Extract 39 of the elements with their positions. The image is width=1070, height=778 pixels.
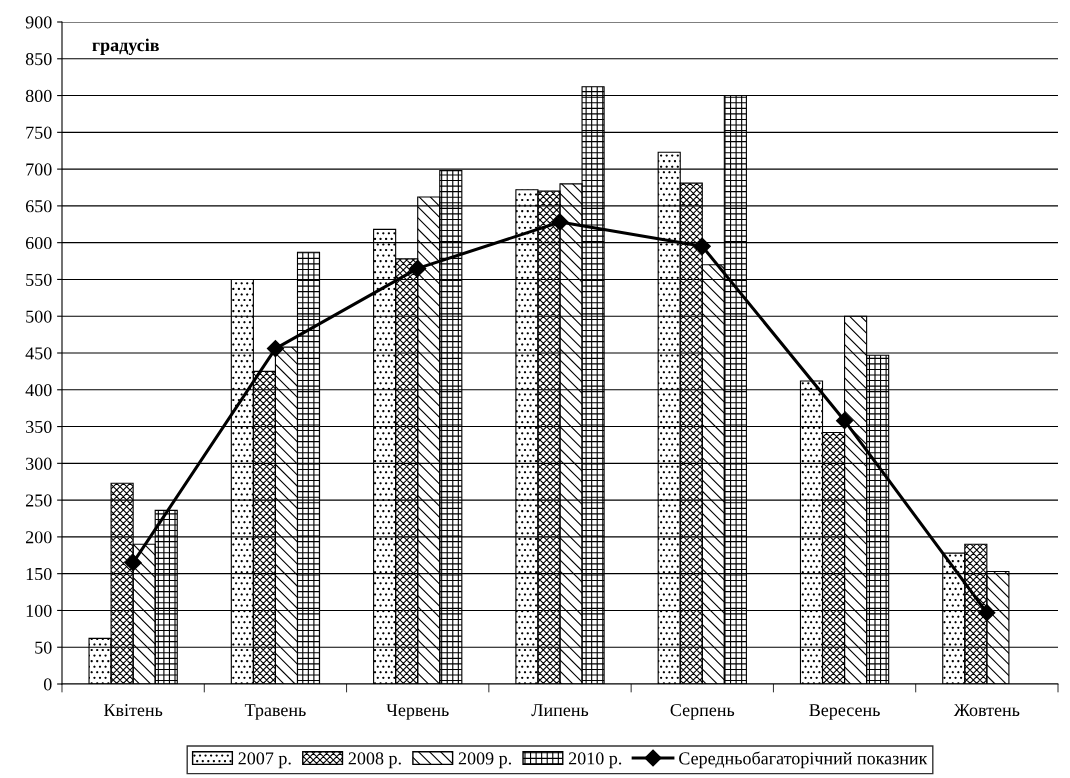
y-tick-label: 850 xyxy=(25,53,52,66)
y-tick-label: 250 xyxy=(25,494,52,507)
x-tick-label: Квітень xyxy=(103,704,163,717)
y-tick-label: 450 xyxy=(25,347,52,360)
point xyxy=(978,604,996,622)
legend-label: 2009 р. xyxy=(458,752,512,769)
y-tick-label: 0 xyxy=(43,678,52,691)
point xyxy=(266,340,284,358)
y-tick-label: 400 xyxy=(25,384,52,397)
y-tick-label: 200 xyxy=(25,531,52,544)
y-tick-label: 100 xyxy=(26,604,52,617)
point xyxy=(551,213,569,231)
y-tick-label: 800 xyxy=(25,89,52,102)
y-tick-label: 150 xyxy=(26,567,52,581)
legend-label: Середньобагаторічний показник xyxy=(679,751,928,769)
point xyxy=(124,554,142,572)
y-tick-label: 50 xyxy=(35,641,52,654)
x-tick-label: Червень xyxy=(386,704,449,720)
legend-label: 2007 р. xyxy=(238,752,291,769)
point xyxy=(693,237,711,255)
y-tick-label: 500 xyxy=(26,310,52,323)
x-tick-label: Серпень xyxy=(670,704,735,720)
y-tick-label: 600 xyxy=(25,236,52,250)
y-tick-label: 750 xyxy=(26,126,52,139)
annotation: градусів xyxy=(92,38,159,55)
x-tick-label: Липень xyxy=(531,704,589,717)
y-tick-label: 700 xyxy=(26,163,52,176)
x-tick-label: Жовтень xyxy=(953,704,1020,717)
x-tick-label: Вересень xyxy=(809,704,880,720)
legend-label: 2008 р. xyxy=(348,752,401,769)
y-tick-label: 900 xyxy=(25,16,52,29)
legend-label: 2010 р. xyxy=(568,752,622,769)
point xyxy=(836,412,854,430)
y-tick-label: 550 xyxy=(26,273,52,286)
y-tick-label: 350 xyxy=(26,420,52,433)
y-tick-label: 300 xyxy=(26,457,52,470)
x-tick-label: Травень xyxy=(244,704,306,720)
y-tick-label: 650 xyxy=(25,200,52,213)
point xyxy=(409,259,427,277)
